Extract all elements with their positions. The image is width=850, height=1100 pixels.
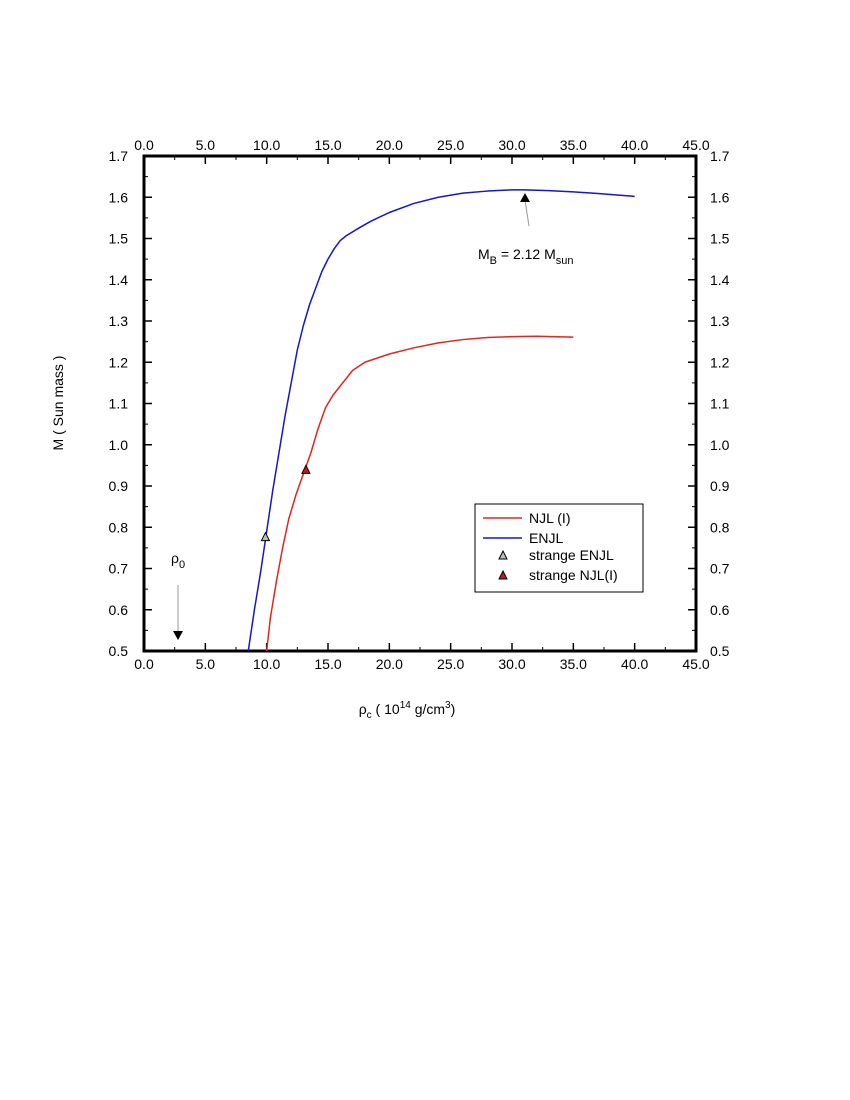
x-axis-label-symbol: ρ <box>359 701 367 717</box>
x-tick-label-top: 10.0 <box>253 137 280 153</box>
x-tick-label-bottom: 0.0 <box>134 656 154 672</box>
y-tick-label-left: 1.2 <box>109 354 129 370</box>
y-tick-label-right: 1.5 <box>710 231 730 247</box>
y-tick-label-left: 0.6 <box>109 602 129 618</box>
y-tick-label-right: 0.9 <box>710 478 730 494</box>
x-tick-label-top: 0.0 <box>134 137 154 153</box>
y-tick-label-right: 0.6 <box>710 602 730 618</box>
y-tick-label-right: 1.2 <box>710 354 730 370</box>
y-tick-label-left: 1.5 <box>109 231 129 247</box>
legend-marker-strange-enjl <box>498 549 508 560</box>
x-tick-label-top: 25.0 <box>437 137 464 153</box>
marker-strange-enjl <box>260 531 271 542</box>
y-tick-label-left: 0.8 <box>109 519 129 535</box>
y-tick-label-left: 1.3 <box>109 313 129 329</box>
y-tick-label-left: 1.0 <box>109 437 129 453</box>
y-tick-label-left: 1.1 <box>109 396 129 412</box>
x-tick-label-bottom: 40.0 <box>621 656 648 672</box>
legend-marker-strange-njl <box>498 569 508 580</box>
mb-annotation-m: M <box>478 246 490 262</box>
series-line-enjl <box>247 189 635 652</box>
mb-annotation-value: = 2.12 M <box>497 246 556 262</box>
y-tick-label-right: 1.7 <box>710 148 730 164</box>
y-tick-label-left: 1.7 <box>109 148 129 164</box>
x-axis-label-close: ) <box>451 701 456 717</box>
y-tick-label-right: 1.3 <box>710 313 730 329</box>
y-axis-label: M ( Sun mass ) <box>50 356 66 451</box>
x-axis-label-sup: 14 <box>400 700 412 711</box>
series-line-njl <box>265 335 574 652</box>
mb-annotation-sub: B <box>490 255 497 267</box>
mb-annotation: MB = 2.12 Msun <box>478 246 574 267</box>
rho0-arrow-head <box>173 631 183 640</box>
x-tick-label-bottom: 45.0 <box>682 656 709 672</box>
y-tick-label-left: 0.9 <box>109 478 129 494</box>
x-axis-label-rest: ( 10 <box>372 701 400 717</box>
rho0-annotation: ρ0 <box>171 550 185 571</box>
legend-label-strange-enjl: strange ENJL <box>529 547 614 563</box>
y-tick-label-left: 0.5 <box>109 643 129 659</box>
x-tick-label-top: 20.0 <box>376 137 403 153</box>
x-tick-label-bottom: 35.0 <box>560 656 587 672</box>
x-tick-label-bottom: 10.0 <box>253 656 280 672</box>
x-axis-label-sub: c <box>367 710 372 721</box>
x-axis-label-sup2: 3 <box>445 700 451 711</box>
legend-label-njl: NJL (I) <box>529 510 570 526</box>
x-tick-label-top: 30.0 <box>498 137 525 153</box>
x-axis-label: ρc ( 1014 g/cm3) <box>359 700 456 721</box>
x-tick-label-bottom: 20.0 <box>376 656 403 672</box>
x-tick-label-bottom: 25.0 <box>437 656 464 672</box>
mb-annotation-sun: sun <box>556 255 574 267</box>
y-tick-label-right: 0.7 <box>710 561 730 577</box>
mb-arrow-line <box>524 199 530 227</box>
x-tick-label-top: 15.0 <box>314 137 341 153</box>
legend: NJL (I) ENJL strange ENJL strange NJL(I) <box>474 503 644 593</box>
y-tick-label-right: 1.1 <box>710 396 730 412</box>
x-tick-label-bottom: 5.0 <box>196 656 216 672</box>
y-tick-label-right: 0.5 <box>710 643 730 659</box>
y-tick-label-right: 1.4 <box>710 272 730 288</box>
x-tick-label-bottom: 15.0 <box>314 656 341 672</box>
y-tick-label-right: 0.8 <box>710 519 730 535</box>
y-tick-label-right: 1.6 <box>710 189 730 205</box>
marker-strange-njl <box>301 464 311 474</box>
x-tick-label-top: 40.0 <box>621 137 648 153</box>
rho0-sub: 0 <box>179 559 185 571</box>
x-tick-label-top: 35.0 <box>560 137 587 153</box>
y-tick-label-left: 1.4 <box>109 272 129 288</box>
x-tick-label-top: 45.0 <box>682 137 709 153</box>
legend-label-strange-njl: strange NJL(I) <box>529 567 618 583</box>
y-tick-label-right: 1.0 <box>710 437 730 453</box>
x-axis-label-unit: g/cm <box>411 701 445 717</box>
x-tick-label-bottom: 30.0 <box>498 656 525 672</box>
y-tick-label-left: 1.6 <box>109 189 129 205</box>
y-tick-label-left: 0.7 <box>109 561 129 577</box>
mb-arrow-head <box>520 193 530 202</box>
rho0-symbol: ρ <box>171 550 179 566</box>
x-tick-label-top: 5.0 <box>196 137 216 153</box>
legend-label-enjl: ENJL <box>529 530 563 546</box>
